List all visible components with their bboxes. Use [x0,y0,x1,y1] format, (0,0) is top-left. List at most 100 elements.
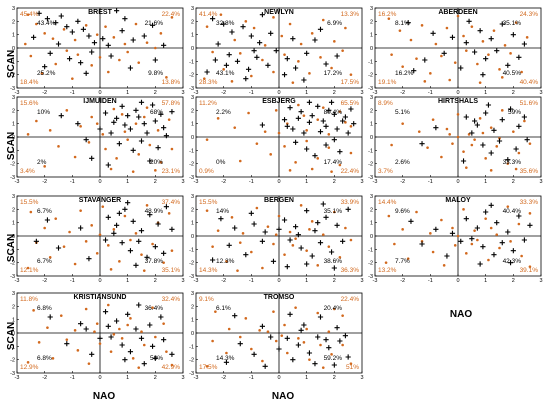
black-point [505,229,511,235]
orange-point [393,242,396,246]
black-point [323,123,329,129]
black-point [55,41,62,47]
black-point [119,28,125,34]
orange-point [263,130,267,133]
orange-point [238,159,242,163]
black-point [251,48,257,54]
black-point [463,114,469,120]
black-point [306,119,313,125]
percent-label-orange-tr: 33.9% [341,199,360,206]
black-point [270,258,277,264]
orange-point [252,26,256,30]
black-point [293,224,299,230]
orange-point [415,210,418,214]
black-point [449,34,456,40]
orange-point [528,212,532,215]
orange-point [528,265,532,268]
black-point [287,105,293,111]
black-point [97,126,103,132]
y-tick-label: 3 [191,6,194,12]
black-point [232,313,238,319]
panel-title: TROMSO [264,294,295,301]
black-point [295,232,301,238]
orange-point [211,50,214,54]
orange-point [51,357,55,360]
black-point [31,34,37,40]
orange-point [465,166,468,169]
black-point [524,137,530,143]
y-tick-label: -3 [10,86,15,92]
y-axis-label-row-4: SCAN [6,322,17,350]
percent-label-orange-tl: 9.1% [199,296,214,303]
y-tick-label: -1 [10,59,15,65]
black-point [328,249,335,255]
orange-point [321,366,325,369]
orange-point [302,114,306,117]
x-tick-label: 1 [126,90,129,96]
panel-title: ABERDEEN [438,9,477,16]
percent-label-black-tl: 6.8% [37,305,52,312]
black-point [226,242,232,248]
orange-point [429,232,432,235]
orange-point [509,240,512,243]
black-point [138,335,145,341]
x-tick-label: -1 [249,90,254,96]
black-point [243,76,249,82]
y-tick-label: -3 [368,175,373,181]
black-point [284,335,290,341]
black-point [161,337,167,343]
black-point [259,12,265,18]
percent-label-black-bl: 25.2% [37,70,56,77]
black-point [89,351,95,357]
x-tick-label: 0 [98,375,101,381]
black-point [221,21,227,27]
black-point [309,113,315,119]
black-point [161,250,167,256]
orange-point [107,70,110,74]
orange-point [65,109,69,112]
black-point [494,220,500,226]
black-point [122,16,128,22]
black-point [323,142,329,148]
black-point [161,125,167,131]
x-tick-label: 0 [456,179,459,185]
orange-point [148,143,152,147]
orange-point [294,306,297,309]
black-point [304,208,310,214]
orange-point [79,125,82,128]
percent-label-black-bl: 7.7% [395,258,410,265]
x-tick-label: 0 [277,179,280,185]
percent-label-black-bl: 16.2% [395,70,414,77]
black-point [133,107,139,113]
orange-point [48,256,52,259]
orange-point [109,268,113,271]
black-point [116,141,122,147]
orange-point [406,257,410,260]
black-point [108,334,114,340]
black-point [499,240,505,246]
black-point [290,126,296,132]
orange-point [390,53,393,56]
x-axis-label-col-1: NAO [93,391,115,402]
orange-point [84,307,88,311]
percent-label-black-tl: 14% [216,208,229,215]
orange-point [321,233,325,236]
orange-point [349,151,353,155]
panel-aberdeen: -3 -2 -1 0 1 2 3 -3 -2 -1 0 1 2 3 ABERDEEN 16.2% 8.1% 24.… [368,6,542,96]
orange-point [517,151,521,155]
y-tick-label: -1 [189,247,194,253]
orange-point [478,117,482,120]
orange-point [87,141,91,144]
orange-point [87,362,91,365]
orange-point [283,323,286,327]
panel-bergen: -3 -2 -1 0 1 2 3 -3 -2 -1 0 1 2 3 BERGEN 15.5% 14% 33.9% 3… [189,194,363,284]
x-tick-label: -2 [42,375,47,381]
orange-point [241,232,245,235]
orange-point [219,13,223,16]
orange-point [71,77,74,80]
black-point [86,256,92,262]
percent-label-orange-bl: 12.9% [20,364,39,371]
black-point [240,24,246,30]
orange-point [349,362,353,365]
